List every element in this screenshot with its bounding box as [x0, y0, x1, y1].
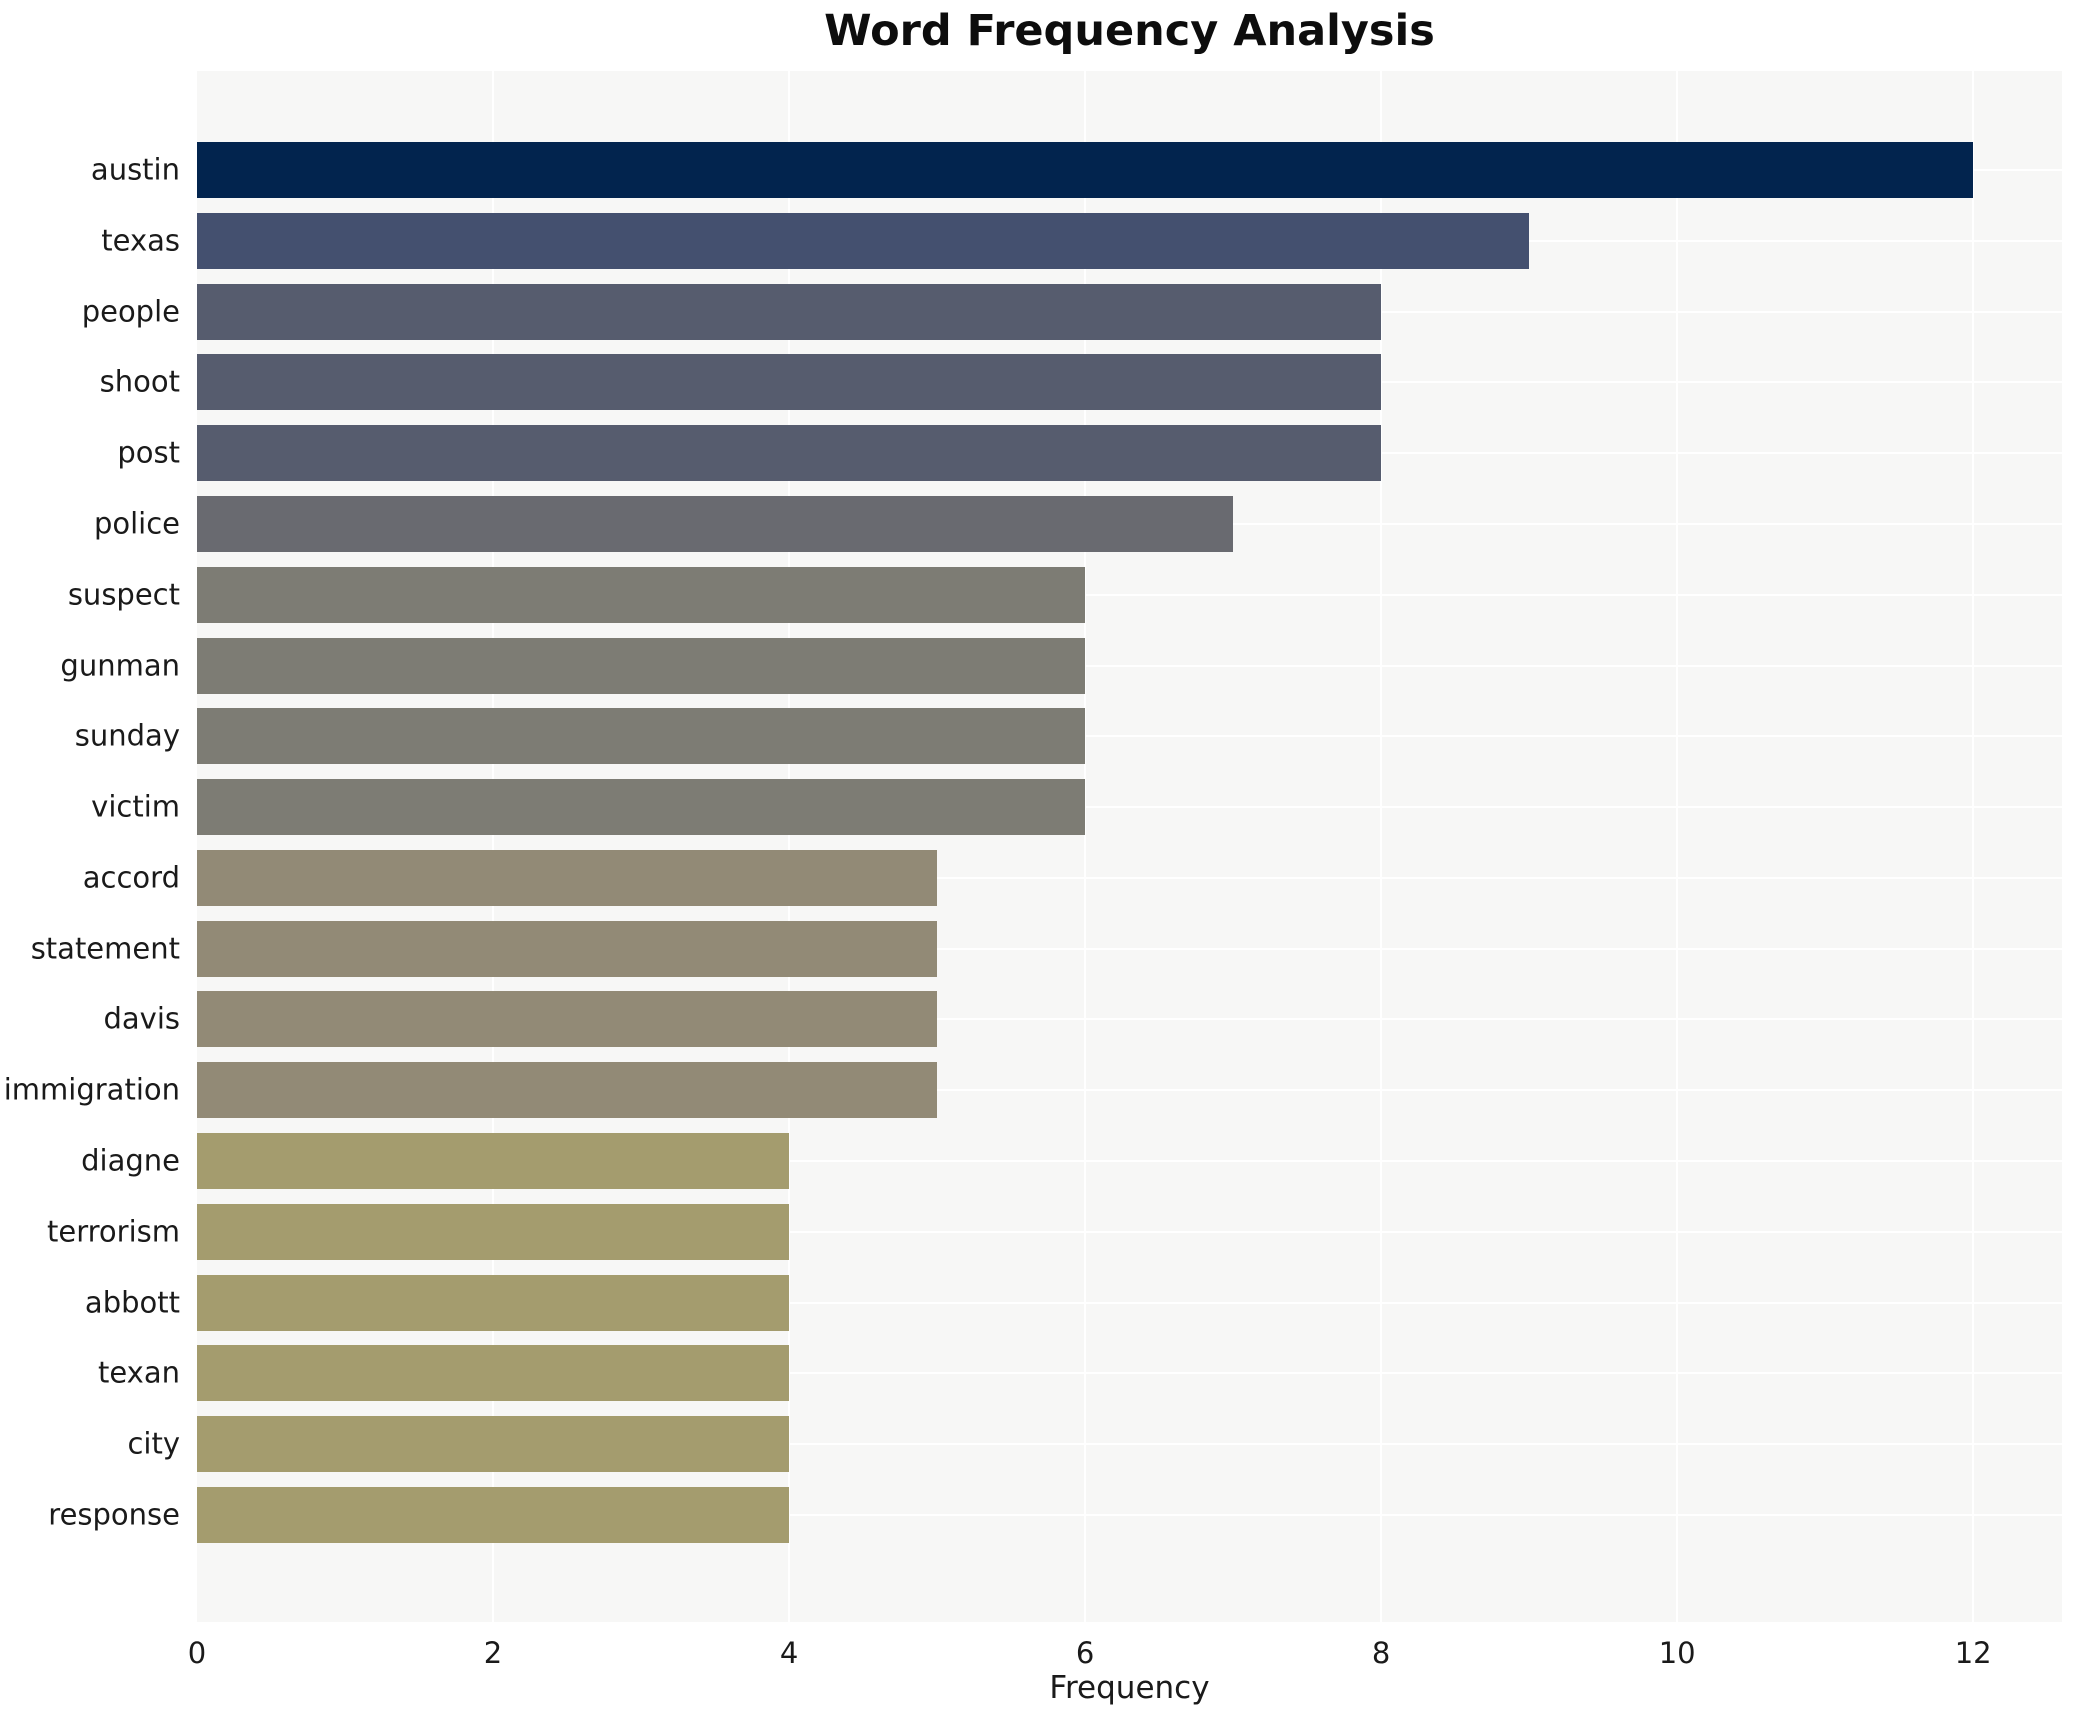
- gridline-vertical: [1676, 71, 1679, 1622]
- gridline-horizontal: [197, 1230, 2062, 1233]
- x-axis-tick-label: 6: [1075, 1636, 1095, 1670]
- x-axis-tick-label: 2: [483, 1636, 503, 1670]
- bar-austin: [197, 142, 1974, 198]
- y-axis-label: people: [81, 293, 180, 328]
- bar-immigration: [197, 1062, 938, 1119]
- gridline-horizontal: [197, 1514, 2062, 1516]
- gridline-horizontal: [197, 664, 2062, 667]
- gridline-horizontal: [197, 806, 2062, 809]
- y-axis-label: victim: [91, 789, 180, 824]
- y-axis-label: gunman: [60, 647, 180, 682]
- bar-city: [197, 1416, 790, 1473]
- chart-title: Word Frequency Analysis: [824, 6, 1435, 56]
- bar-diagne: [197, 1133, 790, 1190]
- x-axis-tick-label: 4: [779, 1636, 799, 1670]
- y-axis-label: abbott: [84, 1284, 180, 1319]
- gridline-horizontal: [197, 593, 2062, 596]
- y-axis-label: accord: [82, 860, 180, 895]
- bar-davis: [197, 991, 938, 1048]
- y-axis-label: austin: [90, 152, 180, 187]
- y-axis-label: texan: [97, 1355, 180, 1390]
- gridline-vertical: [788, 71, 791, 1622]
- gridline-horizontal: [197, 876, 2062, 879]
- y-axis-label: suspect: [67, 577, 180, 612]
- bar-abbott: [197, 1274, 790, 1331]
- y-axis-label: texas: [101, 223, 180, 258]
- bar-texan: [197, 1345, 790, 1402]
- bar-response: [197, 1487, 790, 1543]
- y-axis-label: davis: [103, 1001, 180, 1036]
- gridline-horizontal: [197, 947, 2062, 950]
- y-axis-label: city: [127, 1426, 180, 1461]
- bar-victim: [197, 779, 1086, 836]
- bar-gunman: [197, 637, 1086, 694]
- gridline-horizontal: [197, 1018, 2062, 1021]
- y-axis-label: terrorism: [47, 1214, 180, 1249]
- y-axis-labels: austin texas people shoot post police suspect g…: [0, 71, 188, 1622]
- x-axis-tick-label: 10: [1658, 1636, 1696, 1670]
- bar-suspect: [197, 566, 1086, 623]
- y-axis-label: immigration: [3, 1072, 180, 1107]
- x-axis-title: Frequency: [1049, 1670, 1210, 1706]
- gridline-horizontal: [197, 735, 2062, 738]
- x-axis-tick-label: 8: [1371, 1636, 1391, 1670]
- bar-accord: [197, 849, 938, 906]
- gridline-horizontal: [197, 1089, 2062, 1092]
- bar-shoot: [197, 354, 1382, 411]
- gridline-vertical: [1084, 71, 1087, 1622]
- y-axis-label: shoot: [99, 364, 180, 399]
- bar-police: [197, 495, 1234, 552]
- bar-texas: [197, 212, 1530, 269]
- gridline-horizontal: [197, 1160, 2062, 1163]
- gridline-vertical: [492, 71, 495, 1622]
- bar-post: [197, 425, 1382, 482]
- gridline-vertical: [1380, 71, 1383, 1622]
- bar-sunday: [197, 708, 1086, 765]
- gridline-horizontal: [197, 1301, 2062, 1304]
- gridline-horizontal: [197, 1372, 2062, 1375]
- bar-statement: [197, 920, 938, 977]
- plot-area: [197, 71, 2062, 1622]
- y-axis-label: post: [117, 435, 180, 470]
- bar-people: [197, 283, 1382, 340]
- y-axis-label: sunday: [74, 718, 180, 753]
- gridline-horizontal: [197, 1443, 2062, 1446]
- y-axis-label: police: [93, 506, 180, 541]
- x-axis-tick-label: 12: [1954, 1636, 1992, 1670]
- y-axis-label: diagne: [81, 1143, 180, 1178]
- y-axis-label: response: [48, 1497, 180, 1532]
- x-axis-tick-label: 0: [187, 1636, 207, 1670]
- y-axis-label: statement: [30, 931, 180, 966]
- gridline-vertical: [1972, 71, 1975, 1622]
- bar-terrorism: [197, 1203, 790, 1260]
